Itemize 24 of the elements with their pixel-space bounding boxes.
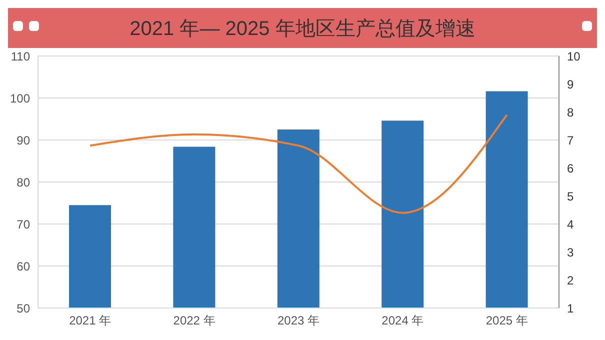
x-tick-label: 2024 年 — [382, 314, 424, 328]
line-series — [89, 114, 508, 214]
y-tick-label: 70 — [16, 217, 30, 232]
x-tick-label: 2023 年 — [277, 314, 320, 328]
y2-tick-label: 8 — [567, 105, 574, 120]
y2-tick-label: 7 — [567, 133, 574, 148]
y2-tick-label: 5 — [567, 189, 574, 204]
y2-tick-label: 3 — [567, 245, 574, 260]
chart-title: 2021 年— 2025 年地区生产总值及增速 — [130, 16, 476, 42]
x-tick-label: 2025 年 — [486, 314, 528, 328]
y-tick-label: 110 — [10, 49, 30, 64]
x-tick-label: 2022 年 — [173, 314, 216, 328]
y-tick-label: 60 — [16, 259, 30, 274]
y2-tick-label: 9 — [567, 77, 574, 92]
y-tick-label: 90 — [16, 133, 30, 148]
y2-tick-label: 10 — [567, 49, 581, 64]
y-tick-label: 100 — [10, 91, 30, 106]
y2-tick-label: 1 — [567, 301, 574, 316]
y2-tick-label: 2 — [567, 273, 574, 288]
y-tick-label: 80 — [16, 175, 30, 190]
x-tick-label: 2021 年 — [69, 314, 112, 328]
y2-tick-label: 6 — [567, 161, 574, 176]
y2-tick-label: 4 — [567, 217, 574, 232]
y-tick-label: 50 — [16, 301, 30, 316]
